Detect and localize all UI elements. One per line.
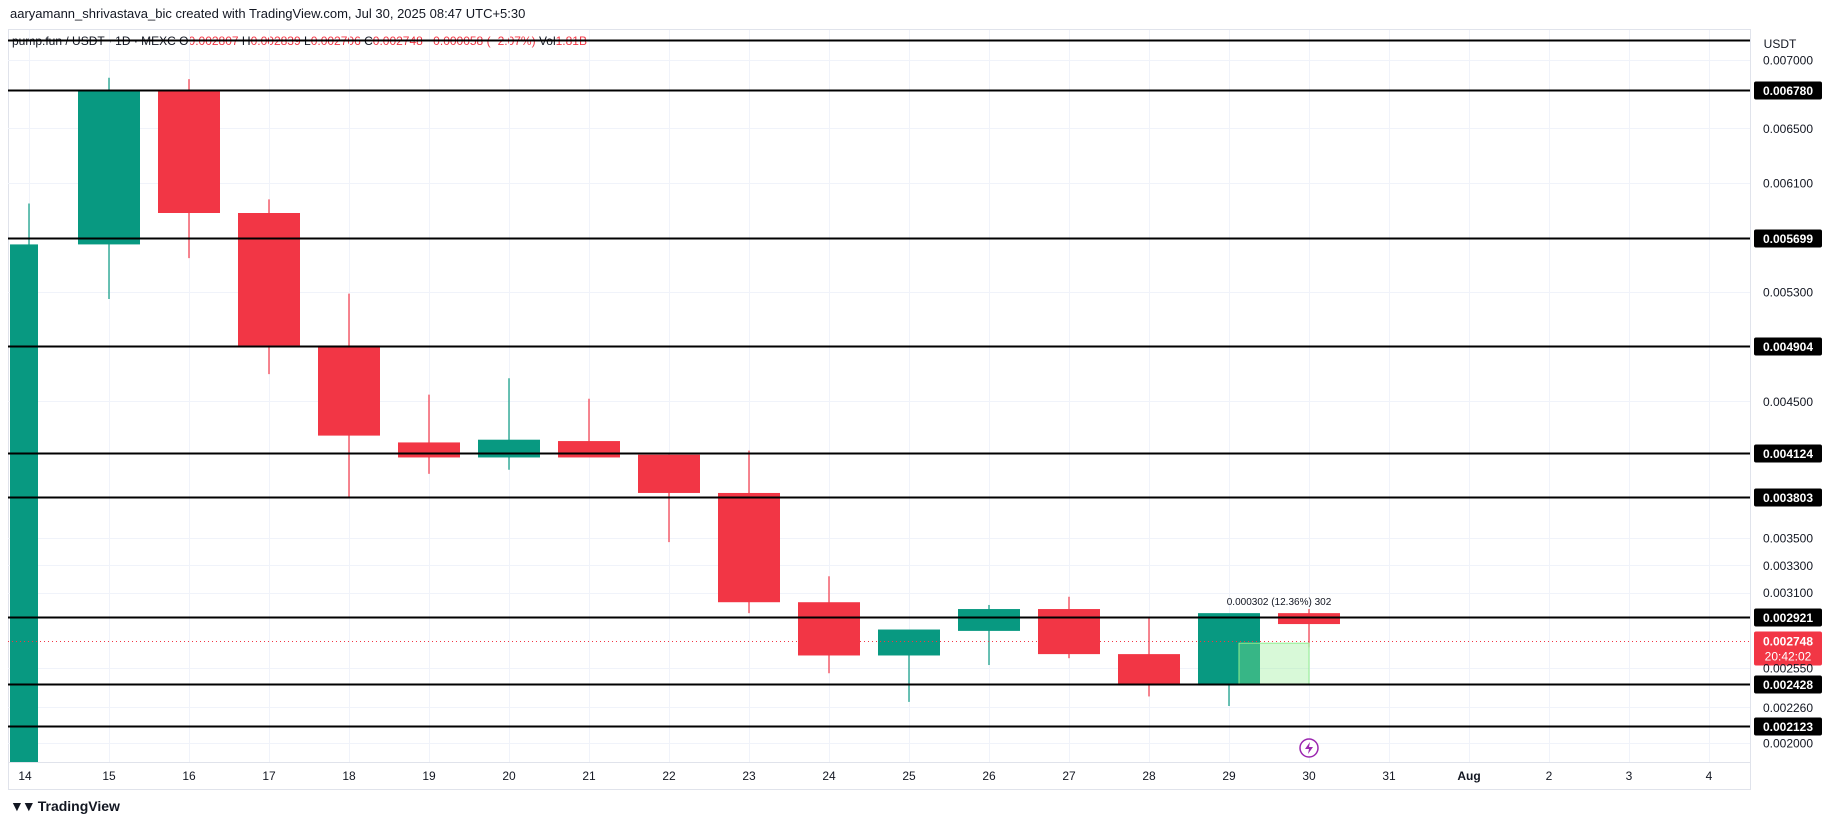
level-price-label: 0.004904 [1763, 340, 1813, 354]
level-price-label: 0.006780 [1763, 84, 1813, 98]
current-price-label-bg [1754, 631, 1822, 666]
time-tick-label: 26 [982, 769, 996, 783]
price-tick-label: 0.006100 [1763, 176, 1813, 190]
price-tick-label: 0.007000 [1763, 54, 1813, 68]
level-price-label-bg [1754, 229, 1822, 248]
time-tick-label: 16 [182, 769, 196, 783]
brand-name: TradingView [37, 798, 120, 814]
candle-body [478, 439, 540, 458]
level-price-label-bg [1754, 444, 1822, 463]
measure-label: 0.000302 (12.36%) 302 [1227, 597, 1332, 608]
time-tick-label: 2 [1546, 769, 1553, 783]
level-price-label: 0.005699 [1763, 232, 1813, 246]
price-tick-label: 0.003500 [1763, 532, 1813, 546]
time-tick-label: 15 [102, 769, 116, 783]
candle-body [638, 454, 700, 493]
price-tick-label: 0.004500 [1763, 395, 1813, 409]
level-price-label: 0.002428 [1763, 678, 1813, 692]
candle-body [558, 441, 620, 458]
candle-body [10, 244, 38, 762]
tradingview-logo-icon: ▼▼ [10, 798, 36, 814]
time-tick-label: 29 [1222, 769, 1236, 783]
level-price-label-bg [1754, 675, 1822, 694]
time-tick-label: 21 [582, 769, 596, 783]
currency-label: USDT [1764, 37, 1797, 51]
time-tick-label: 17 [262, 769, 276, 783]
candle-body [718, 492, 780, 603]
candle-body [878, 629, 940, 656]
time-tick-label: 18 [342, 769, 356, 783]
price-tick-label: 0.006500 [1763, 122, 1813, 136]
candle-body [318, 345, 380, 436]
price-tick-label: 0.005300 [1763, 286, 1813, 300]
candle-body [1278, 613, 1340, 625]
candle-body [1198, 613, 1260, 686]
time-tick-label: 31 [1382, 769, 1396, 783]
candle-body [78, 90, 140, 245]
candle-body [398, 442, 460, 458]
time-tick-label: 25 [902, 769, 916, 783]
level-price-label-bg [1754, 717, 1822, 736]
candle-body [1038, 609, 1100, 655]
countdown-label: 20:42:02 [1765, 650, 1812, 664]
measure-box [1238, 642, 1310, 685]
chart-attribution: aaryamann_shrivastava_bic created with T… [10, 6, 526, 21]
time-tick-label: 23 [742, 769, 756, 783]
candle-body [238, 213, 300, 346]
level-price-label: 0.002123 [1763, 720, 1813, 734]
time-tick-label: 4 [1706, 769, 1713, 783]
time-tick-label: 30 [1302, 769, 1316, 783]
level-price-label: 0.004124 [1763, 447, 1813, 461]
level-price-label: 0.002921 [1763, 611, 1813, 625]
level-price-label-bg [1754, 608, 1822, 627]
candle-body [958, 609, 1020, 631]
time-tick-label: 20 [502, 769, 516, 783]
current-price-label: 0.002748 [1763, 635, 1813, 649]
time-tick-label: 27 [1062, 769, 1076, 783]
candle-body [158, 90, 220, 213]
level-price-label-bg [1754, 81, 1822, 100]
candle-body [1118, 654, 1180, 686]
time-tick-label: 22 [662, 769, 676, 783]
level-price-label: 0.003803 [1763, 491, 1813, 505]
price-tick-label: 0.002000 [1763, 736, 1813, 750]
time-tick-label: 3 [1626, 769, 1633, 783]
footer-brand[interactable]: ▼▼ TradingView [10, 798, 120, 814]
level-price-label-bg [1754, 337, 1822, 356]
time-tick-label: 24 [822, 769, 836, 783]
price-tick-label: 0.003100 [1763, 586, 1813, 600]
time-tick-label: 14 [18, 769, 32, 783]
time-tick-label: 19 [422, 769, 436, 783]
time-tick-label: Aug [1457, 769, 1480, 783]
price-tick-label: 0.003300 [1763, 559, 1813, 573]
time-tick-label: 28 [1142, 769, 1156, 783]
price-tick-label: 0.002550 [1763, 661, 1813, 675]
candle-body [798, 602, 860, 656]
lightning-icon-glyph [1305, 742, 1313, 754]
level-price-label-bg [1754, 488, 1822, 507]
price-tick-label: 0.002260 [1763, 701, 1813, 715]
